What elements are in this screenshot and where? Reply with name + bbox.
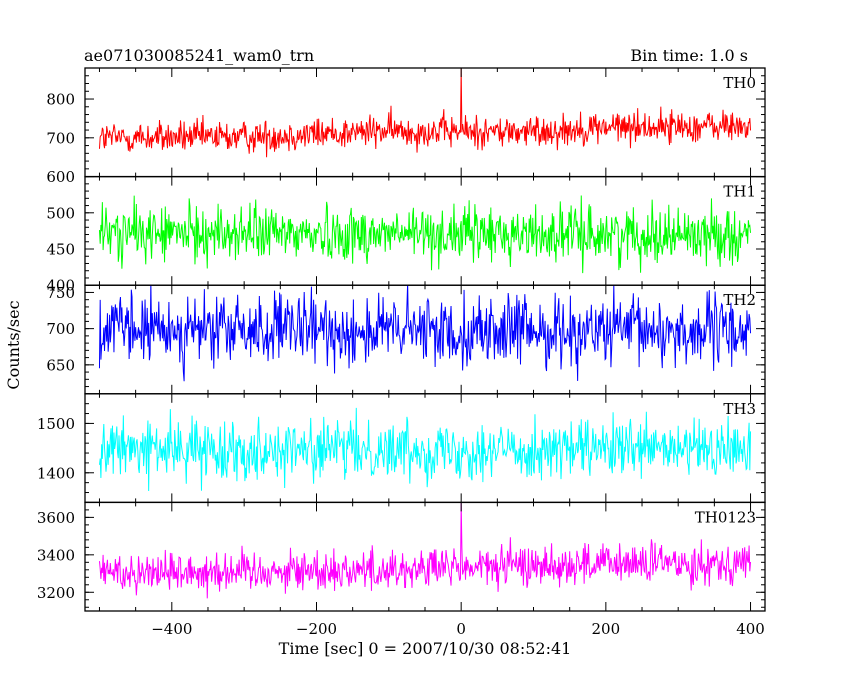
y-tick-label: 1500: [37, 415, 75, 433]
chart-title: ae071030085241_wam0_trn: [84, 46, 314, 65]
y-axis-label: Counts/sec: [4, 300, 23, 389]
y-tick-label: 800: [46, 91, 75, 109]
panel-label-th2: TH2: [723, 291, 756, 309]
x-tick-label: 200: [592, 620, 621, 638]
series-line-th3: [98, 407, 752, 491]
panel-label-th0123: TH0123: [695, 508, 756, 526]
panel-frame: [84, 501, 766, 612]
x-axis-label: Time [sec] 0 = 2007/10/30 08:52:41: [279, 639, 572, 658]
y-tick-label: 1400: [37, 464, 75, 482]
bin-time-label: Bin time: 1.0 s: [630, 46, 748, 65]
panel-th2: 650 700 750 TH2: [46, 284, 766, 395]
panel-label-th0: TH0: [723, 74, 756, 92]
series-line-th0: [98, 68, 752, 158]
panel-th1: 400 450 500 TH1: [46, 175, 766, 295]
panel-th0: 600 700 800 TH0: [46, 67, 766, 186]
y-tick-label: 650: [46, 356, 75, 374]
y-tick-label: 450: [46, 241, 75, 259]
x-tick-label: 400: [736, 620, 765, 638]
y-tick-label: 3400: [37, 546, 75, 564]
series-line-th2: [98, 285, 752, 382]
y-tick-label: 750: [46, 284, 75, 302]
panel-th3: 1400 1500 TH3: [37, 393, 766, 504]
y-tick-label: 500: [46, 204, 75, 222]
series-line-th1: [98, 195, 752, 274]
panels-group: 600 700 800 TH0 400 450 500 TH1 650 700 750 TH2 1400…: [37, 67, 766, 612]
panel-label-th3: TH3: [723, 400, 756, 418]
x-axis: −400 −200 0 200 400: [151, 620, 765, 638]
panel-label-th1: TH1: [723, 183, 756, 201]
y-tick-label: 400: [46, 277, 75, 295]
x-tick-label: −200: [296, 620, 337, 638]
y-tick-label: 3600: [37, 509, 75, 527]
series-line-th0123: [98, 502, 752, 599]
y-tick-label: 700: [46, 320, 75, 338]
x-tick-label: 0: [456, 620, 466, 638]
y-tick-label: 700: [46, 129, 75, 147]
panel-th0123: 3200 3400 3600 TH0123: [37, 501, 766, 612]
panel-frame: [84, 67, 766, 178]
x-tick-label: −400: [151, 620, 192, 638]
y-tick-label: 600: [46, 168, 75, 186]
y-tick-label: 3200: [37, 584, 75, 602]
